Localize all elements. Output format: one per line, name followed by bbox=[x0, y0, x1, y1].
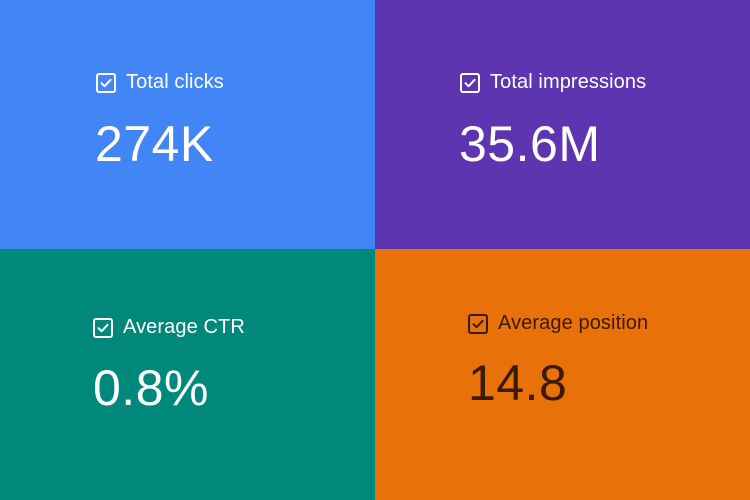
metric-card-total-clicks[interactable]: Total clicks 274K bbox=[0, 0, 375, 249]
metric-toggle-total-clicks[interactable]: Total clicks bbox=[96, 71, 224, 94]
metric-label: Total impressions bbox=[490, 71, 647, 93]
metric-label: Average position bbox=[498, 312, 649, 334]
metric-toggle-total-impressions[interactable]: Total impressions bbox=[460, 71, 646, 94]
metric-label: Total clicks bbox=[126, 71, 224, 93]
checkbox-checked-icon[interactable] bbox=[93, 317, 113, 338]
metric-label: Average CTR bbox=[123, 316, 245, 338]
metric-value: 0.8% bbox=[93, 360, 209, 416]
checkbox-checked-icon[interactable] bbox=[460, 72, 480, 93]
checkbox-checked-icon[interactable] bbox=[96, 72, 116, 93]
metric-card-average-position[interactable]: Average position 14.8 bbox=[375, 249, 750, 500]
metric-toggle-average-ctr[interactable]: Average CTR bbox=[93, 316, 245, 339]
metric-card-average-ctr[interactable]: Average CTR 0.8% bbox=[0, 249, 375, 500]
metric-value: 35.6M bbox=[459, 116, 601, 172]
metric-card-total-impressions[interactable]: Total impressions 35.6M bbox=[375, 0, 750, 249]
checkbox-checked-icon[interactable] bbox=[468, 313, 488, 334]
metric-value: 274K bbox=[95, 116, 214, 172]
metric-value: 14.8 bbox=[468, 355, 568, 411]
metric-toggle-average-position[interactable]: Average position bbox=[468, 312, 648, 335]
